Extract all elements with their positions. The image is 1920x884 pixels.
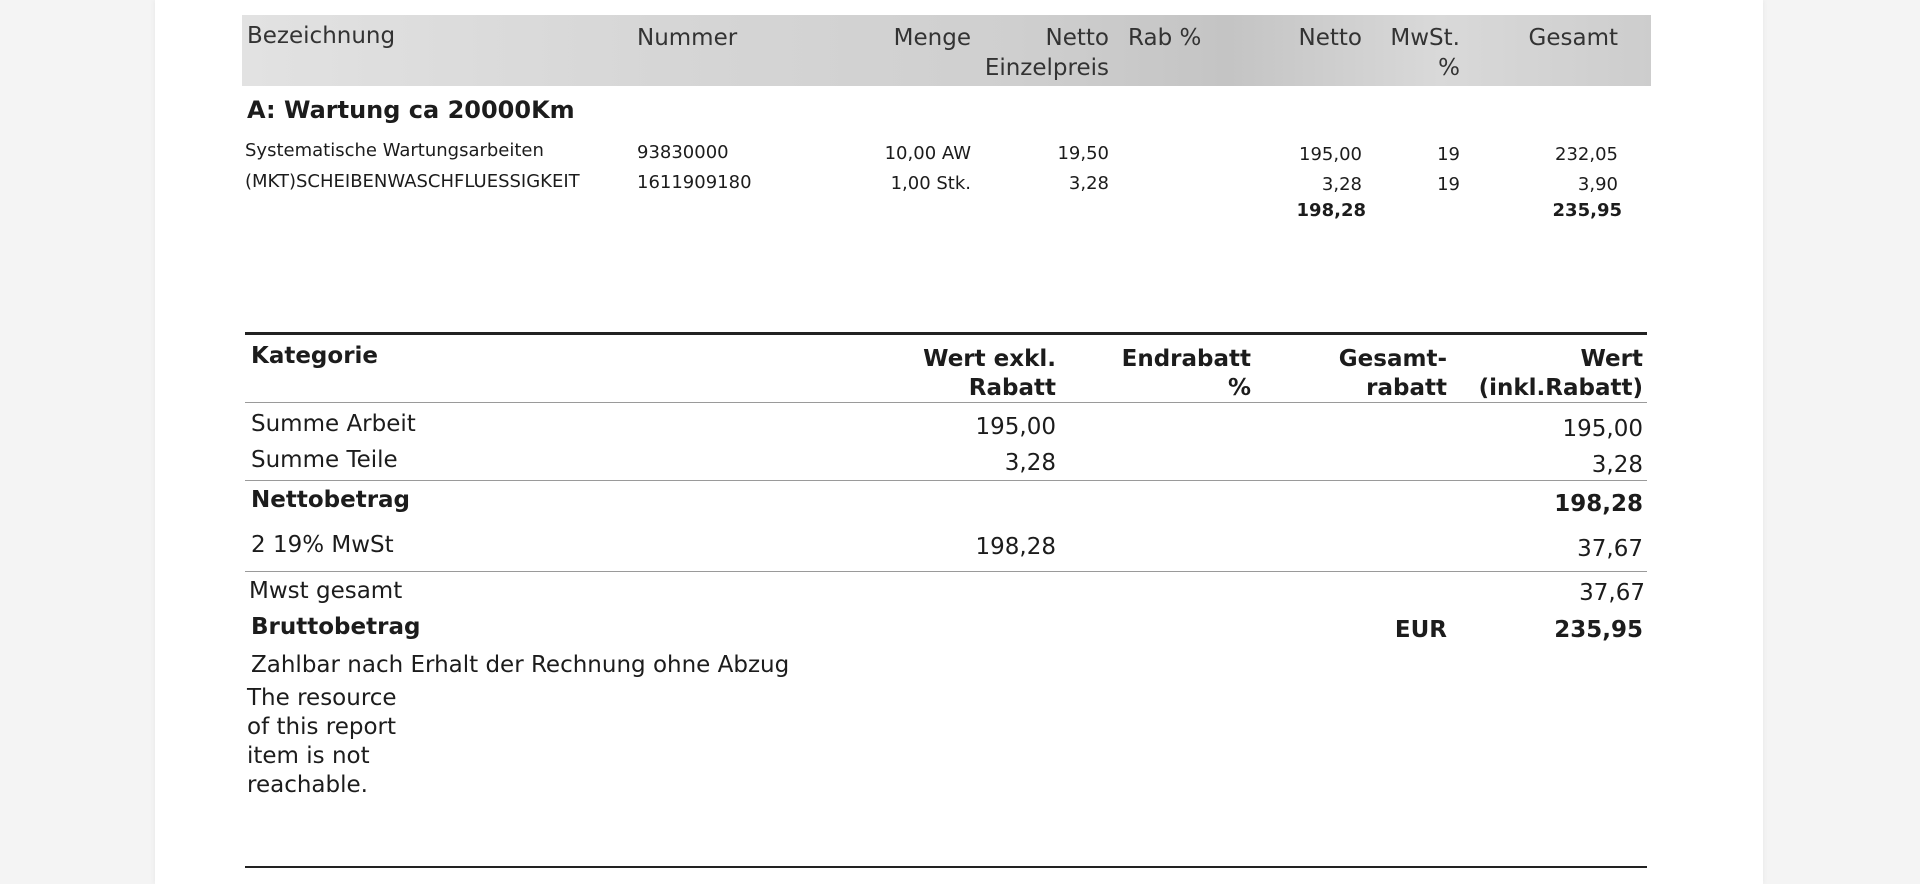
header-netto-einzelpreis: Netto bbox=[1045, 25, 1109, 51]
total-netto: 198,28 bbox=[1296, 200, 1366, 221]
cell-nummer: 1611909180 bbox=[637, 172, 752, 193]
header-wert-exkl: Wert exkl. bbox=[923, 346, 1056, 372]
cell-gesamt: 3,90 bbox=[1577, 174, 1618, 195]
bruttobetrag-label: Bruttobetrag bbox=[251, 614, 421, 640]
nettobetrag-label: Nettobetrag bbox=[251, 487, 411, 513]
summe-arbeit-wert: 195,00 bbox=[1562, 416, 1643, 442]
header-mwst: MwSt. bbox=[1390, 25, 1460, 51]
header-wert-inkl: (inkl.Rabatt) bbox=[1478, 375, 1643, 401]
mwst-label: 2 19% MwSt bbox=[251, 532, 394, 558]
summe-teile-wert: 3,28 bbox=[1591, 452, 1643, 478]
header-gesamtrabatt: Gesamt- bbox=[1338, 346, 1447, 372]
header-bezeichnung: Bezeichnung bbox=[247, 23, 396, 49]
mwst-gesamt-label: Mwst gesamt bbox=[249, 578, 403, 604]
resource-error-line: item is not bbox=[247, 743, 370, 769]
header-einzelpreis: Einzelpreis bbox=[984, 55, 1109, 81]
invoice-page bbox=[155, 0, 1763, 884]
cell-menge: 1,00 Stk. bbox=[890, 173, 971, 194]
nettobetrag-wert: 198,28 bbox=[1554, 491, 1643, 517]
resource-error-line: reachable. bbox=[247, 772, 368, 798]
header-gesamt: Gesamt bbox=[1528, 25, 1618, 51]
payment-terms: Zahlbar nach Erhalt der Rechnung ohne Ab… bbox=[251, 652, 790, 678]
cell-einzelpreis: 3,28 bbox=[1068, 173, 1109, 194]
resource-error-line: The resource bbox=[247, 685, 397, 711]
summe-arbeit-exkl: 195,00 bbox=[975, 414, 1056, 440]
summe-arbeit-label: Summe Arbeit bbox=[251, 411, 416, 437]
header-menge: Menge bbox=[893, 25, 971, 51]
summe-teile-exkl: 3,28 bbox=[1004, 450, 1056, 476]
bruttobetrag-wert: 235,95 bbox=[1554, 617, 1643, 643]
total-gesamt: 235,95 bbox=[1552, 200, 1622, 221]
summe-teile-label: Summe Teile bbox=[251, 447, 398, 473]
cell-netto: 3,28 bbox=[1321, 174, 1362, 195]
cell-bezeichnung: Systematische Wartungsarbeiten bbox=[245, 140, 544, 161]
mwst-gesamt-wert: 37,67 bbox=[1579, 580, 1645, 606]
cell-netto: 195,00 bbox=[1299, 144, 1362, 165]
section-title: A: Wartung ca 20000Km bbox=[247, 96, 575, 124]
cell-menge: 10,00 AW bbox=[884, 143, 971, 164]
divider bbox=[245, 866, 1647, 868]
header-wert: Wert bbox=[1580, 346, 1644, 372]
cell-mwst: 19 bbox=[1437, 174, 1460, 195]
bruttobetrag-currency: EUR bbox=[1394, 617, 1447, 643]
header-rab: Rab % bbox=[1128, 25, 1202, 51]
cell-mwst: 19 bbox=[1437, 144, 1460, 165]
divider bbox=[245, 480, 1647, 481]
header-endrabatt-percent: % bbox=[1227, 375, 1251, 401]
header-mwst-percent: % bbox=[1438, 55, 1460, 81]
header-kategorie: Kategorie bbox=[251, 343, 379, 369]
header-nummer: Nummer bbox=[637, 25, 738, 51]
mwst-wert: 37,67 bbox=[1577, 536, 1643, 562]
divider bbox=[245, 571, 1647, 572]
cell-nummer: 93830000 bbox=[637, 142, 729, 163]
cell-einzelpreis: 19,50 bbox=[1057, 143, 1109, 164]
cell-gesamt: 232,05 bbox=[1555, 144, 1618, 165]
header-wert-exkl-rabatt: Rabatt bbox=[968, 375, 1056, 401]
divider bbox=[245, 402, 1647, 403]
header-netto: Netto bbox=[1298, 25, 1362, 51]
divider bbox=[245, 332, 1647, 335]
header-gesamtrabatt-2: rabatt bbox=[1366, 375, 1447, 401]
mwst-exkl: 198,28 bbox=[975, 534, 1056, 560]
cell-bezeichnung: (MKT)SCHEIBENWASCHFLUESSIGKEIT bbox=[245, 171, 580, 192]
resource-error-line: of this report bbox=[247, 714, 397, 740]
items-header-band bbox=[242, 15, 1651, 86]
header-endrabatt: Endrabatt bbox=[1121, 346, 1251, 372]
